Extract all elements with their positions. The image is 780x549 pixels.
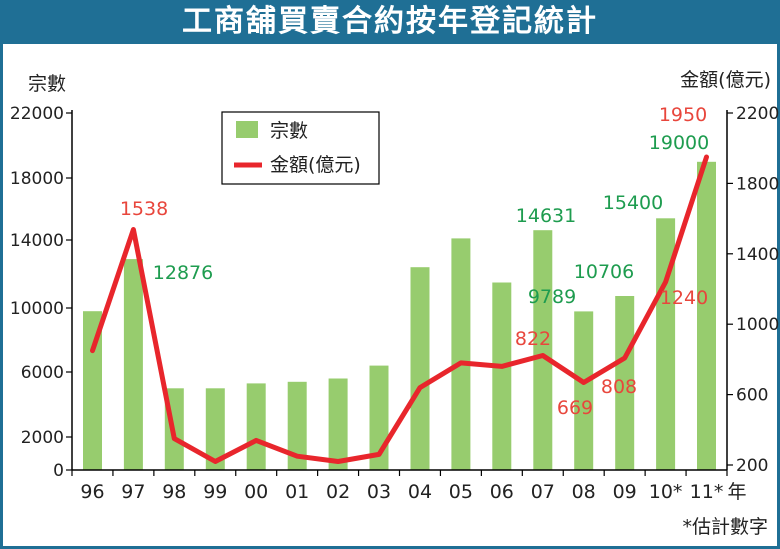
bar-data-label: 14631 (516, 205, 576, 227)
right-tick-label: 200 (736, 456, 768, 476)
x-tick-label: 05 (449, 481, 473, 503)
bar-04 (410, 267, 430, 470)
x-tick-label: 02 (326, 481, 350, 503)
legend-bar-label: 宗數 (270, 120, 308, 142)
bar-data-label: 15400 (603, 192, 663, 214)
x-tick-label: 97 (121, 481, 145, 503)
bar-data-label: 12876 (153, 262, 213, 284)
x-tick-label: 09 (613, 481, 637, 503)
x-tick-label: 99 (203, 481, 227, 503)
x-tick-label: 06 (490, 481, 514, 503)
left-tick-label: 14000 (10, 231, 64, 251)
line-data-label: 1950 (659, 104, 707, 126)
x-tick-label: 10* (649, 481, 683, 503)
bar-01 (287, 381, 307, 471)
bar-07 (533, 230, 553, 470)
amount-line (90, 154, 709, 464)
bar-data-label: 19000 (649, 132, 709, 154)
line-data-label: 1240 (660, 287, 708, 309)
bar-10* (656, 218, 676, 470)
chart-title: 工商舖買賣合約按年登記統計 (182, 4, 598, 39)
x-tick-label: 07 (531, 481, 555, 503)
right-tick-label: 1400 (736, 245, 779, 265)
x-tick-label: 98 (162, 481, 186, 503)
footnote: *估計數字 (682, 516, 768, 538)
bar-data-label: 9789 (528, 286, 576, 308)
left-axis-label: 宗數 (28, 73, 66, 95)
bar-99 (205, 388, 225, 471)
right-tick-label: 600 (736, 386, 768, 406)
bar-96 (83, 311, 102, 470)
bar-09 (615, 296, 635, 470)
left-tick-label: 6000 (21, 363, 64, 383)
bar-02 (328, 378, 348, 470)
left-tick-label: 10000 (10, 299, 64, 319)
x-tick-label: 96 (80, 481, 104, 503)
bar-05 (451, 238, 471, 470)
bar-08 (574, 311, 594, 470)
title-bar: 工商舖買賣合約按年登記統計 (0, 0, 780, 44)
right-axis-label: 金額(億元) (680, 69, 771, 91)
x-axis-unit: 年 (728, 481, 747, 503)
left-tick-label: 0 (53, 461, 64, 481)
line-data-label: 1538 (120, 198, 168, 220)
x-tick-label: 03 (367, 481, 391, 503)
bar-00 (246, 383, 266, 470)
x-tick-label: 08 (572, 481, 596, 503)
line-data-label: 822 (515, 328, 551, 350)
line-data-label: 808 (601, 376, 637, 398)
x-tick-label: 04 (408, 481, 432, 503)
left-tick-label: 2000 (21, 428, 64, 448)
bar-97 (123, 259, 143, 470)
right-tick-label: 1000 (736, 315, 779, 335)
legend-line-label: 金額(億元) (270, 154, 361, 176)
x-tick-label: 00 (244, 481, 268, 503)
bar-data-label: 10706 (574, 261, 634, 283)
bar-11* (697, 161, 716, 471)
right-tick-label: 2200 (736, 104, 779, 124)
left-tick-label: 18000 (10, 169, 64, 189)
x-tick-label: 01 (285, 481, 309, 503)
x-tick-label: 11* (690, 481, 724, 503)
right-tick-label: 1800 (736, 174, 779, 194)
left-tick-label: 22000 (10, 104, 64, 124)
legend-bar-swatch (236, 121, 258, 138)
bar-06 (492, 282, 512, 470)
line-data-label: 669 (557, 397, 593, 419)
